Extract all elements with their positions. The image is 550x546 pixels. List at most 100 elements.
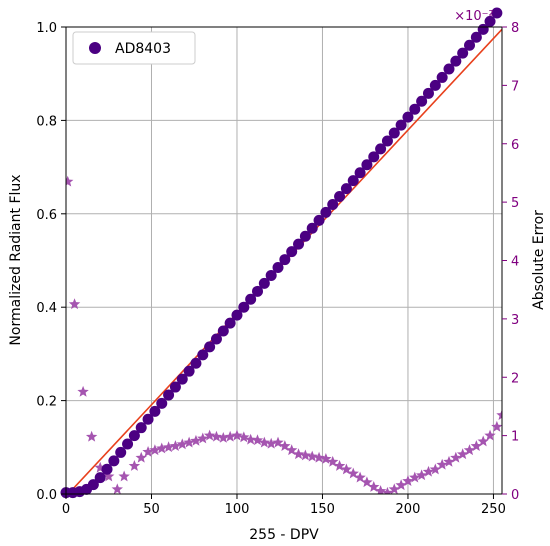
- error-point: [156, 442, 168, 454]
- ad8403-point: [122, 438, 134, 450]
- ad8403-point: [450, 55, 462, 67]
- x-tick-label: 0: [62, 502, 70, 517]
- y-left-tick-label: 0.4: [36, 301, 57, 316]
- ad8403-point: [197, 349, 209, 361]
- ad8403-point: [245, 293, 257, 305]
- ad8403-point: [169, 381, 181, 393]
- error-point: [183, 436, 195, 448]
- error-point: [347, 467, 359, 479]
- ad8403-point: [402, 111, 414, 123]
- error-point: [135, 451, 147, 463]
- ad8403-point: [313, 214, 325, 226]
- error-point: [77, 385, 89, 397]
- error-point: [429, 463, 442, 475]
- error-series-layer: [66, 175, 502, 494]
- x-tick-label: 100: [225, 502, 250, 517]
- ad8403-point: [204, 341, 216, 353]
- error-point: [210, 430, 223, 442]
- ad8403-point: [334, 191, 346, 203]
- ad8403-point: [156, 397, 168, 409]
- error-point: [374, 485, 387, 494]
- error-point: [292, 448, 305, 460]
- y-left-tick-label: 0.6: [36, 208, 57, 223]
- error-point: [354, 471, 366, 483]
- error-point: [103, 470, 115, 482]
- legend-marker-ad8403: [89, 42, 101, 54]
- ad8403-point: [361, 159, 373, 171]
- error-point: [443, 455, 455, 467]
- error-point: [203, 429, 216, 441]
- y-axis-left-title: Normalized Radiant Flux: [8, 174, 24, 345]
- y-axis-right-title: Absolute Error: [531, 210, 547, 310]
- ad8403-point: [464, 39, 476, 51]
- error-point: [68, 298, 81, 310]
- ad8403-point: [422, 87, 434, 99]
- ad8403-point: [443, 63, 455, 75]
- error-point: [118, 470, 130, 482]
- error-point: [149, 444, 161, 456]
- ad8403-point: [484, 15, 496, 27]
- error-point: [463, 444, 476, 456]
- error-point: [477, 435, 489, 447]
- error-point: [285, 444, 298, 456]
- error-point: [244, 433, 257, 445]
- ad8403-point: [183, 365, 195, 377]
- axis-ticks: 0 50 100 150 200 250 0.0 0.2 0.4 0.6 0.8 1.0 0 1 2 3 4 5 6…: [36, 21, 519, 517]
- error-point: [340, 463, 353, 475]
- error-point: [313, 451, 325, 463]
- legend: AD8403: [72, 31, 196, 65]
- ad8403-point: [238, 301, 250, 313]
- ad8403-point: [231, 309, 243, 321]
- error-point: [388, 483, 400, 494]
- error-point: [491, 420, 502, 432]
- error-point: [484, 429, 496, 441]
- y-right-tick-label: 4: [511, 255, 519, 270]
- y-right-tick-label: 1: [511, 430, 519, 445]
- error-point: [333, 459, 346, 471]
- error-point: [279, 440, 291, 451]
- error-point: [456, 448, 469, 460]
- ad8403-point: [128, 430, 140, 442]
- error-point: [162, 441, 175, 453]
- error-point: [496, 409, 502, 421]
- ad8403-point: [457, 47, 469, 59]
- ad8403-point: [381, 135, 393, 147]
- ad8403-point: [388, 127, 400, 139]
- y-right-tick-label: 7: [511, 79, 519, 94]
- error-point: [265, 437, 277, 449]
- x-tick-label: 250: [481, 502, 506, 517]
- ad8403-point: [354, 167, 366, 179]
- ad8403-point: [142, 413, 154, 425]
- ad8403-point: [347, 175, 359, 187]
- ad8403-point: [416, 95, 428, 107]
- ad8403-point: [163, 389, 175, 401]
- error-point: [368, 481, 380, 492]
- error-point: [361, 476, 373, 488]
- ad8403-point: [258, 277, 270, 289]
- error-point: [422, 465, 435, 477]
- error-point: [395, 479, 407, 491]
- error-point: [409, 471, 421, 483]
- error-point: [299, 449, 312, 461]
- ad8403-point: [101, 463, 113, 475]
- ad8403-point: [265, 269, 277, 281]
- error-point: [176, 438, 188, 450]
- ad8403-point: [251, 285, 263, 297]
- x-tick-label: 50: [143, 502, 160, 517]
- y-right-tick-label: 3: [511, 313, 519, 328]
- error-point: [197, 432, 209, 444]
- error-point: [190, 434, 202, 446]
- error-point: [381, 486, 394, 494]
- ad8403-point: [375, 143, 387, 155]
- error-point: [251, 434, 264, 446]
- ad8403-point: [395, 119, 407, 131]
- x-tick-label: 200: [396, 502, 421, 517]
- y-left-tick-label: 0.2: [36, 395, 57, 410]
- ad8403-point: [94, 472, 106, 484]
- error-point: [450, 451, 462, 463]
- x-axis-title: 255 - DPV: [249, 527, 319, 543]
- ad8403-point: [149, 405, 161, 417]
- error-point: [94, 461, 106, 473]
- y-axis-right-offset-text: ×10⁻²: [454, 9, 494, 24]
